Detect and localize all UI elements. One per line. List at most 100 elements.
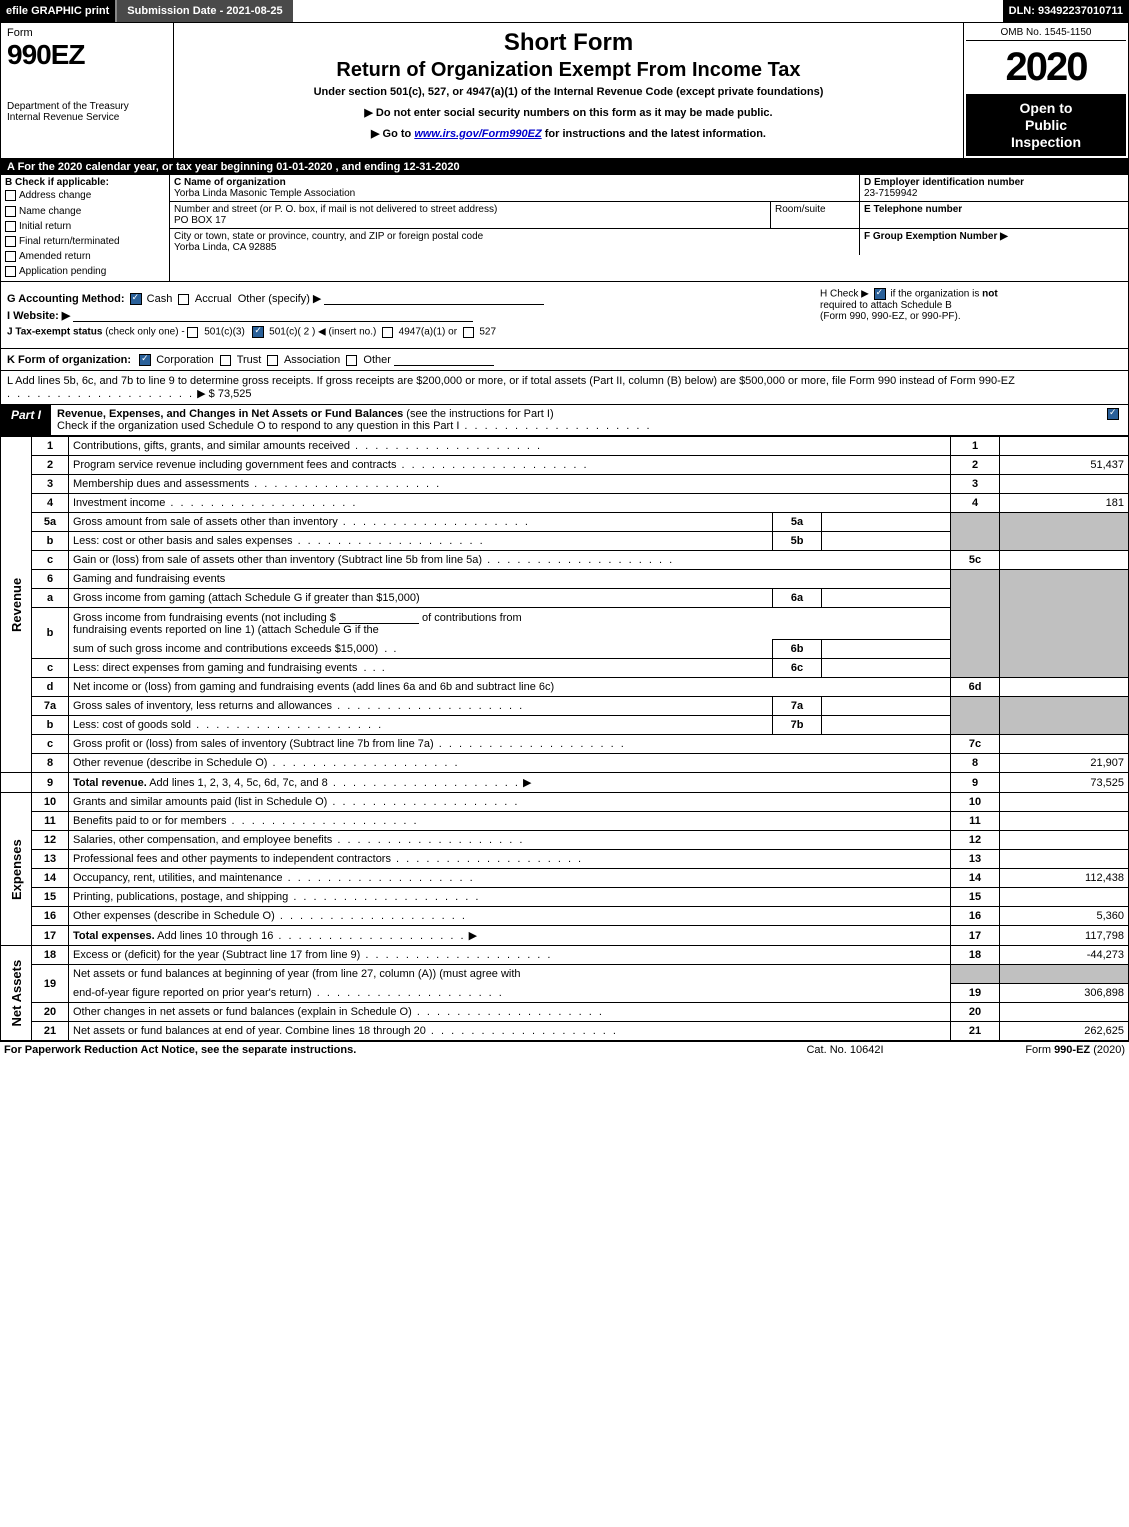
chk-corporation[interactable] <box>139 354 151 366</box>
l-text: L Add lines 5b, 6c, and 7b to line 9 to … <box>7 375 1015 387</box>
line-value <box>1000 831 1129 850</box>
contrib-input[interactable] <box>339 611 419 624</box>
sidelabel-blank <box>1 773 32 793</box>
box-c: C Name of organization Yorba Linda Mason… <box>170 175 859 202</box>
line-desc: Total revenue. Add lines 1, 2, 3, 4, 5c,… <box>69 773 951 793</box>
section-j: J Tax-exempt status (check only one) - 5… <box>7 326 1122 338</box>
chk-501c[interactable] <box>252 326 264 338</box>
dots-icon <box>267 757 459 769</box>
h-text3: required to attach Schedule B <box>820 300 952 311</box>
table-row: 15 Printing, publications, postage, and … <box>1 888 1129 907</box>
line-num: c <box>32 551 69 570</box>
line-subval <box>822 716 951 735</box>
g-label: G Accounting Method: <box>7 293 125 305</box>
line-num: 12 <box>32 831 69 850</box>
chk-name-change[interactable]: Name change <box>5 204 165 219</box>
sidelabel-revenue: Revenue <box>1 437 32 773</box>
shade-cell <box>1000 570 1129 678</box>
line-numcol: 14 <box>951 869 1000 888</box>
chk-initial-return[interactable]: Initial return <box>5 219 165 234</box>
table-row: 13 Professional fees and other payments … <box>1 850 1129 869</box>
footer-right: Form 990-EZ (2020) <box>945 1044 1125 1056</box>
line-value: 306,898 <box>1000 983 1129 1002</box>
table-row: 19 Net assets or fund balances at beginn… <box>1 965 1129 984</box>
line-desc: Grants and similar amounts paid (list in… <box>69 793 951 812</box>
box-address: Number and street (or P. O. box, if mail… <box>170 202 770 229</box>
shade-cell <box>1000 965 1129 984</box>
j-note: (check only one) - <box>105 327 184 338</box>
j-a1: 4947(a)(1) or <box>399 327 457 338</box>
website-input[interactable] <box>73 309 473 322</box>
g-other-input[interactable] <box>324 292 544 305</box>
line-desc: Excess or (deficit) for the year (Subtra… <box>69 946 951 965</box>
chk-schedule-o-part1[interactable] <box>1107 408 1119 420</box>
h-text2: if the organization is <box>890 289 982 300</box>
part1-header: Part I Revenue, Expenses, and Changes in… <box>0 405 1129 436</box>
chk-527[interactable] <box>463 327 474 338</box>
line-value <box>1000 678 1129 697</box>
chk-amended-return[interactable]: Amended return <box>5 249 165 264</box>
line-desc: Gross income from gaming (attach Schedul… <box>69 589 773 608</box>
dots-icon <box>312 987 504 999</box>
line-subval <box>822 659 951 678</box>
table-row: Expenses 10 Grants and similar amounts p… <box>1 793 1129 812</box>
line-value: 262,625 <box>1000 1021 1129 1040</box>
dots-icon <box>283 872 475 884</box>
chk-other-org[interactable] <box>346 355 357 366</box>
line-numcol: 4 <box>951 494 1000 513</box>
chk-501c3[interactable] <box>187 327 198 338</box>
c-label: C Name of organization <box>174 177 855 188</box>
line-num: 18 <box>32 946 69 965</box>
efile-print-button[interactable]: efile GRAPHIC print <box>0 0 115 22</box>
tax-year: 2020 <box>966 41 1126 94</box>
goto-pre: ▶ Go to <box>371 128 414 140</box>
footer-form: 990-EZ <box>1054 1044 1090 1056</box>
chk-association[interactable] <box>267 355 278 366</box>
line-num: 13 <box>32 850 69 869</box>
line-desc: Less: cost of goods sold <box>69 716 773 735</box>
table-row: c Gain or (loss) from sale of assets oth… <box>1 551 1129 570</box>
line-value: 21,907 <box>1000 754 1129 773</box>
line-value: 117,798 <box>1000 926 1129 946</box>
line-num: 6 <box>32 570 69 589</box>
chk-final-return[interactable]: Final return/terminated <box>5 234 165 249</box>
chk-application-pending[interactable]: Application pending <box>5 264 165 279</box>
chk-4947a1[interactable] <box>382 327 393 338</box>
chk-trust[interactable] <box>220 355 231 366</box>
part1-table: Revenue 1 Contributions, gifts, grants, … <box>0 436 1129 1041</box>
line-num: 2 <box>32 456 69 475</box>
line-desc: Other revenue (describe in Schedule O) <box>69 754 951 773</box>
line-value: 73,525 <box>1000 773 1129 793</box>
line-subval <box>822 697 951 716</box>
line-numcol: 5c <box>951 551 1000 570</box>
d-label: D Employer identification number <box>864 177 1124 188</box>
line-desc: end-of-year figure reported on prior yea… <box>69 983 951 1002</box>
line-desc: Net income or (loss) from gaming and fun… <box>69 678 951 697</box>
irs-link[interactable]: www.irs.gov/Form990EZ <box>414 128 541 140</box>
k-trust: Trust <box>237 354 262 366</box>
line-num: 9 <box>32 773 69 793</box>
footer-left: For Paperwork Reduction Act Notice, see … <box>4 1044 745 1056</box>
section-l: L Add lines 5b, 6c, and 7b to line 9 to … <box>0 371 1129 405</box>
k-other-input[interactable] <box>394 353 494 366</box>
k-assoc: Association <box>284 354 340 366</box>
j-c: 501(c)( 2 ) ◀ (insert no.) <box>269 327 376 338</box>
line-desc: Printing, publications, postage, and shi… <box>69 888 951 907</box>
dots-icon <box>191 719 383 731</box>
section-k: K Form of organization: Corporation Trus… <box>0 349 1129 371</box>
chk-address-change[interactable]: Address change <box>5 188 165 203</box>
chk-accrual[interactable] <box>178 294 189 305</box>
line-num: 11 <box>32 812 69 831</box>
dots-icon <box>412 1006 604 1018</box>
box-d: D Employer identification number 23-7159… <box>859 175 1128 202</box>
chk-h-schedule-b[interactable] <box>874 288 886 300</box>
footer-right-pre: Form <box>1025 1044 1054 1056</box>
shade-cell <box>951 697 1000 735</box>
f-label: F Group Exemption Number ▶ <box>864 231 1124 242</box>
line-num: 15 <box>32 888 69 907</box>
footer-right-post: (2020) <box>1090 1044 1125 1056</box>
submission-date: Submission Date - 2021-08-25 <box>115 0 292 22</box>
chk-cash[interactable] <box>130 293 142 305</box>
open-to-public: Open to Public Inspection <box>966 94 1126 156</box>
shade-cell <box>951 570 1000 678</box>
